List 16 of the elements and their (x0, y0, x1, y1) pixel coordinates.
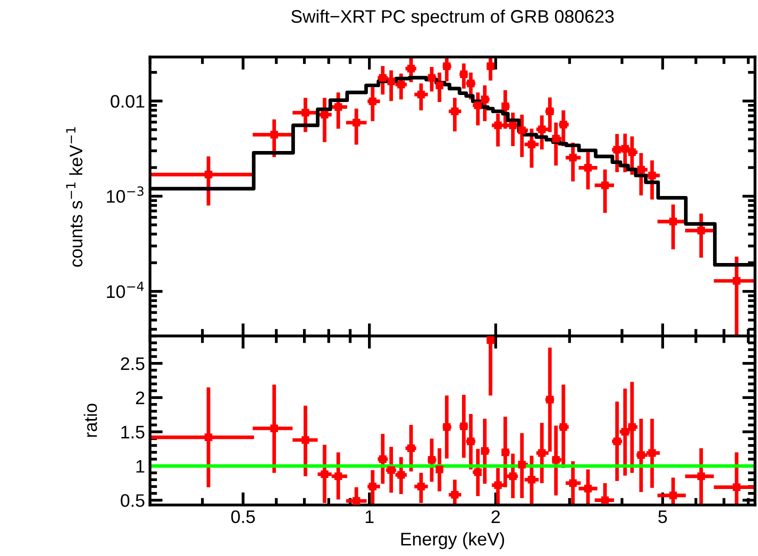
y-tick-label: 10$^{−4}$ (106, 282, 144, 298)
y-tick-label: 1 (136, 460, 144, 473)
y-axis-title: counts s$^{−1}$ keV$^{−1}$ (66, 127, 82, 267)
y-tick-label: 0.01 (110, 94, 144, 108)
x-axis-title: Energy (keV) (401, 532, 504, 550)
x-tick-label: 2 (492, 510, 500, 523)
x-tick-label: 0.5 (231, 510, 255, 524)
x-tick-label: 5 (658, 510, 667, 524)
y-tick-label: 2.5 (120, 357, 144, 370)
y-tick-label: 1.5 (121, 426, 144, 439)
x-tick-label: 1 (366, 510, 374, 523)
y-tick-label: 0.5 (120, 494, 144, 507)
y-tick-label: 10$^{−3}$ (106, 186, 144, 203)
y-tick-label: 2 (136, 392, 144, 404)
chart-title: Swift−XRT PC spectrum of GRB 080623 (291, 10, 614, 26)
y-axis-title: ratio (84, 404, 98, 437)
